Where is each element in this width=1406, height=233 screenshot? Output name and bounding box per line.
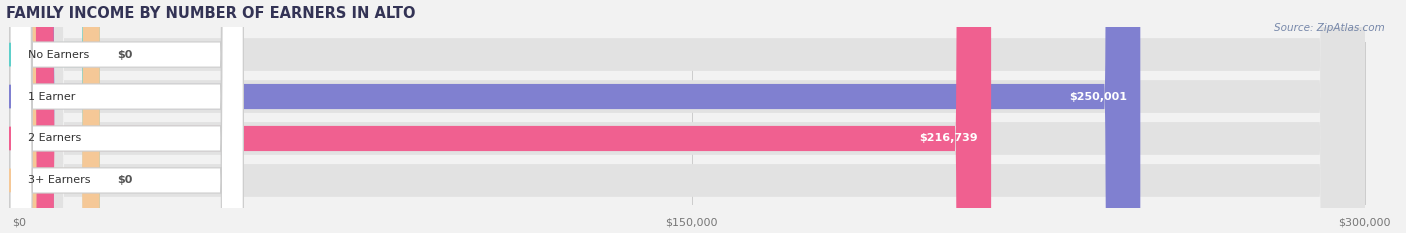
Text: $216,739: $216,739 (920, 134, 977, 144)
FancyBboxPatch shape (20, 0, 1365, 233)
Text: 1 Earner: 1 Earner (28, 92, 76, 102)
Text: 3+ Earners: 3+ Earners (28, 175, 90, 185)
Text: FAMILY INCOME BY NUMBER OF EARNERS IN ALTO: FAMILY INCOME BY NUMBER OF EARNERS IN AL… (6, 6, 415, 21)
Text: $0: $0 (118, 50, 134, 60)
Text: $250,001: $250,001 (1069, 92, 1126, 102)
Text: $0: $0 (118, 175, 134, 185)
FancyBboxPatch shape (10, 0, 243, 233)
FancyBboxPatch shape (20, 0, 991, 233)
Text: No Earners: No Earners (28, 50, 89, 60)
FancyBboxPatch shape (10, 0, 243, 233)
Text: Source: ZipAtlas.com: Source: ZipAtlas.com (1274, 23, 1385, 33)
FancyBboxPatch shape (10, 0, 243, 233)
FancyBboxPatch shape (20, 0, 100, 233)
FancyBboxPatch shape (20, 0, 1365, 233)
FancyBboxPatch shape (20, 0, 100, 233)
FancyBboxPatch shape (20, 0, 1365, 233)
FancyBboxPatch shape (10, 0, 243, 233)
FancyBboxPatch shape (20, 0, 1140, 233)
FancyBboxPatch shape (20, 0, 1365, 233)
Text: 2 Earners: 2 Earners (28, 134, 82, 144)
